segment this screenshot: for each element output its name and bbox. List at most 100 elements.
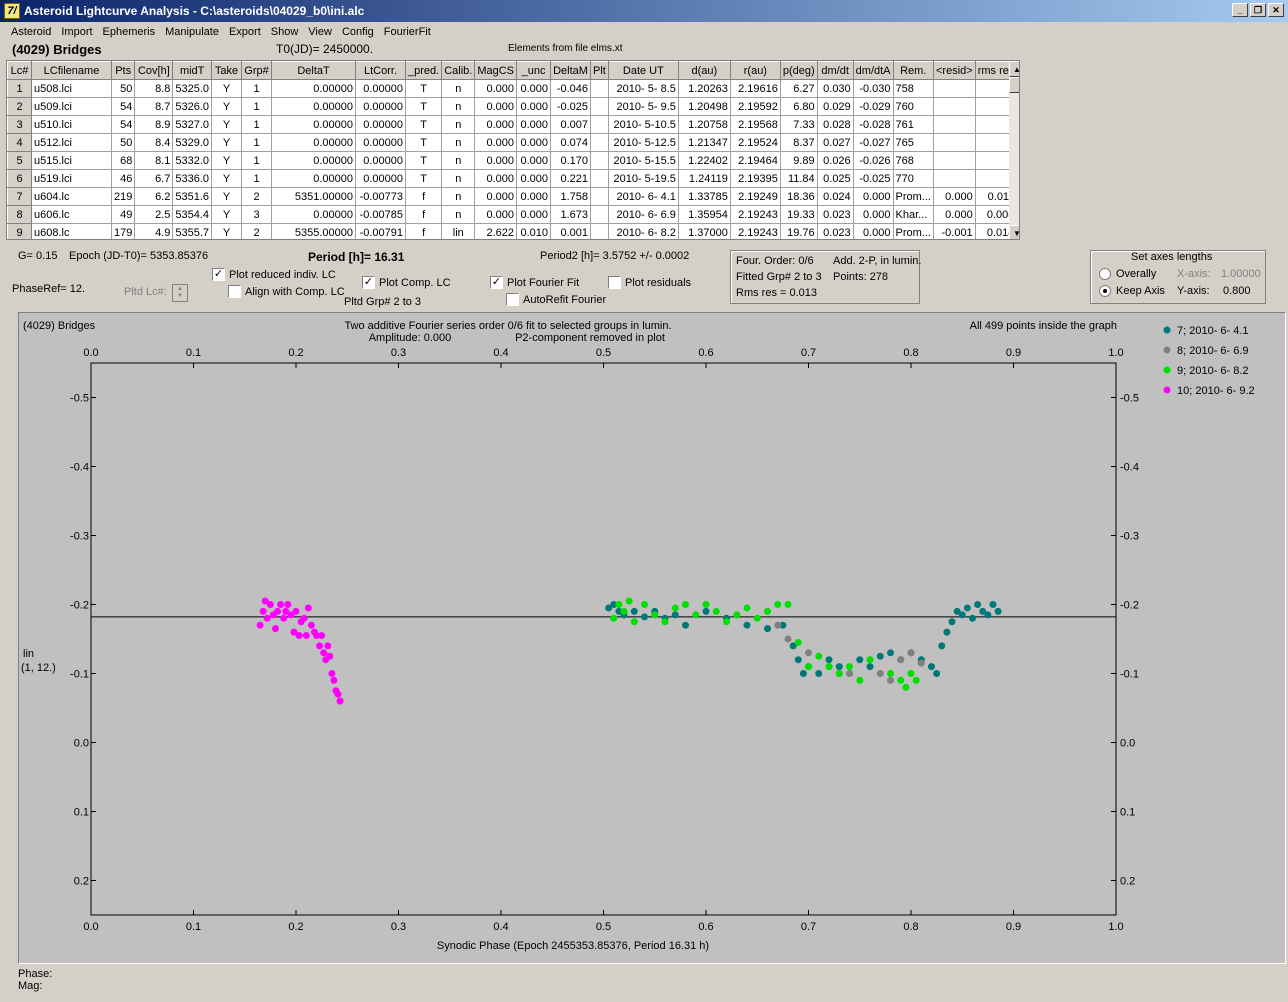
column-header[interactable]: DeltaM <box>550 61 592 80</box>
table-cell[interactable]: 0.00000 <box>271 133 357 152</box>
table-cell[interactable]: lin <box>441 223 476 239</box>
table-cell[interactable] <box>590 115 609 134</box>
minimize-button[interactable]: _ <box>1232 3 1248 17</box>
table-cell[interactable]: u510.lci <box>31 115 112 134</box>
table-cell[interactable]: 0.000 <box>474 133 518 152</box>
table-cell[interactable]: 5326.0 <box>172 97 213 116</box>
table-cell[interactable]: 0.001 <box>550 223 592 239</box>
table-cell[interactable]: 1.758 <box>550 187 592 206</box>
column-header[interactable]: Grp# <box>241 61 273 80</box>
table-cell[interactable]: 0.00000 <box>355 169 407 188</box>
menu-export[interactable]: Export <box>228 26 261 38</box>
table-row[interactable]: 7 u604.lc 219 6.2 5351.6 Y 2 5351.00000 -0.00773… <box>7 187 1018 206</box>
table-cell[interactable]: 0.000 <box>516 97 552 116</box>
table-cell[interactable]: 0.074 <box>550 133 592 152</box>
table-cell[interactable]: 2.19243 <box>729 205 781 224</box>
table-cell[interactable]: 0.000 <box>474 187 518 206</box>
scroll-up-arrow-icon[interactable]: ▲ <box>1009 61 1019 77</box>
table-cell[interactable]: 54 <box>110 97 136 116</box>
table-cell[interactable]: n <box>441 115 476 134</box>
table-cell[interactable]: Y <box>211 79 243 98</box>
keep-axis-radio[interactable]: Keep Axis <box>1099 285 1165 297</box>
table-cell[interactable] <box>932 151 976 170</box>
table-cell[interactable]: 0.014 <box>974 223 1018 239</box>
table-cell[interactable]: 0.00000 <box>271 169 357 188</box>
table-cell[interactable]: 0.000 <box>516 151 552 170</box>
column-header[interactable]: Calib. <box>441 61 476 80</box>
table-cell[interactable]: 0.000 <box>516 205 552 224</box>
table-cell[interactable]: 4.9 <box>134 223 174 239</box>
table-cell[interactable]: 2.19616 <box>729 79 781 98</box>
table-cell[interactable]: Y <box>211 223 243 239</box>
table-row[interactable]: 8 u606.lc 49 2.5 5354.4 Y 3 0.00000 -0.00785 f n 0.… <box>7 205 1018 224</box>
column-header[interactable]: midT <box>172 61 213 80</box>
table-cell[interactable]: 8.37 <box>779 133 818 152</box>
menu-show[interactable]: Show <box>270 26 299 38</box>
table-cell[interactable]: 5355.7 <box>172 223 213 239</box>
table-cell[interactable]: 0.023 <box>816 205 854 224</box>
row-number[interactable]: 2 <box>7 97 32 116</box>
scroll-thumb[interactable] <box>1009 77 1019 93</box>
column-header[interactable]: <resid> <box>932 61 976 80</box>
table-cell[interactable] <box>590 187 609 206</box>
table-cell[interactable]: 0.000 <box>516 79 552 98</box>
table-cell[interactable]: 19.76 <box>779 223 818 239</box>
table-cell[interactable]: 0.00000 <box>355 115 407 134</box>
table-cell[interactable]: 768 <box>892 151 934 170</box>
table-cell[interactable]: 5327.0 <box>172 115 213 134</box>
table-cell[interactable]: u509.lci <box>31 97 112 116</box>
table-cell[interactable]: 2010- 6- 4.1 <box>607 187 679 206</box>
column-header[interactable]: rms res <box>974 61 1018 80</box>
column-header[interactable]: dm/dt <box>816 61 854 80</box>
table-cell[interactable]: Y <box>211 205 243 224</box>
pltd-lc-spinner[interactable]: ▲ ▼ <box>172 284 188 302</box>
column-header[interactable]: r(au) <box>729 61 781 80</box>
table-cell[interactable]: -0.001 <box>932 223 976 239</box>
table-cell[interactable]: Y <box>211 133 243 152</box>
table-cell[interactable]: Y <box>211 169 243 188</box>
table-scrollbar[interactable]: ▲ ▼ <box>1009 61 1019 239</box>
table-cell[interactable]: 5336.0 <box>172 169 213 188</box>
menu-view[interactable]: View <box>308 26 332 38</box>
column-header[interactable]: Take <box>211 61 243 80</box>
table-cell[interactable]: T <box>405 133 443 152</box>
table-cell[interactable]: 0.000 <box>474 115 518 134</box>
table-cell[interactable]: 19.33 <box>779 205 818 224</box>
table-cell[interactable]: 761 <box>892 115 934 134</box>
column-header[interactable]: LCfilename <box>31 61 112 80</box>
table-cell[interactable]: 2 <box>241 223 273 239</box>
row-number[interactable]: 4 <box>7 133 32 152</box>
column-header[interactable]: Pts <box>110 61 136 80</box>
row-number[interactable]: 5 <box>7 151 32 170</box>
table-cell[interactable] <box>590 223 609 239</box>
table-cell[interactable]: 0.010 <box>516 223 552 239</box>
table-cell[interactable]: 0.023 <box>816 223 854 239</box>
table-cell[interactable]: 0.00000 <box>355 97 407 116</box>
column-header[interactable]: _unc <box>516 61 552 80</box>
table-cell[interactable]: 49 <box>110 205 136 224</box>
table-cell[interactable] <box>590 97 609 116</box>
table-cell[interactable]: 0.026 <box>816 151 854 170</box>
table-cell[interactable]: 8.4 <box>134 133 174 152</box>
table-cell[interactable] <box>590 205 609 224</box>
table-cell[interactable]: 1.22402 <box>677 151 731 170</box>
table-cell[interactable]: Prom... <box>892 223 934 239</box>
table-cell[interactable]: 1.20498 <box>677 97 731 116</box>
table-cell[interactable]: -0.029 <box>852 97 894 116</box>
table-cell[interactable]: 2010- 6- 8.2 <box>607 223 679 239</box>
table-cell[interactable]: Y <box>211 151 243 170</box>
table-cell[interactable]: 3 <box>241 205 273 224</box>
table-cell[interactable]: 0.000 <box>516 115 552 134</box>
table-cell[interactable]: n <box>441 205 476 224</box>
table-cell[interactable]: 179 <box>110 223 136 239</box>
table-cell[interactable]: 0.000 <box>852 187 894 206</box>
table-cell[interactable]: 0.00000 <box>271 97 357 116</box>
table-cell[interactable]: 0.030 <box>816 79 854 98</box>
table-cell[interactable]: 1 <box>241 79 273 98</box>
table-cell[interactable]: u519.lci <box>31 169 112 188</box>
table-cell[interactable]: 9.89 <box>779 151 818 170</box>
table-cell[interactable]: 2.19568 <box>729 115 781 134</box>
table-cell[interactable]: 0.000 <box>852 205 894 224</box>
